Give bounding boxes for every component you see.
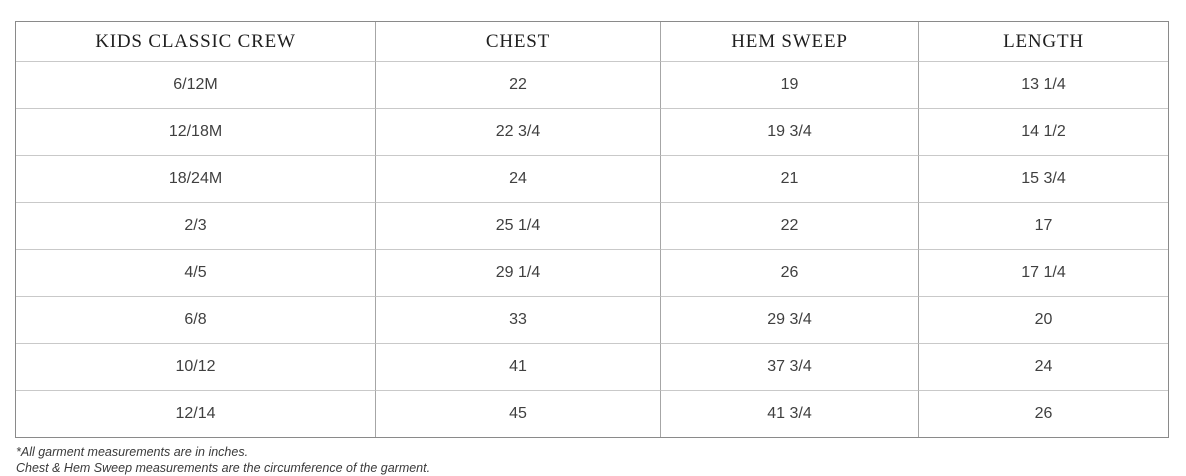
footnotes: *All garment measurements are in inches.… — [15, 445, 1167, 476]
chest-cell: 41 — [376, 344, 661, 391]
chest-cell: 25 1/4 — [376, 203, 661, 250]
table-row: 6/8 33 29 3/4 20 — [16, 297, 1168, 344]
chest-cell: 29 1/4 — [376, 250, 661, 297]
hem-sweep-cell: 37 3/4 — [661, 344, 919, 391]
hem-sweep-cell: 26 — [661, 250, 919, 297]
length-cell: 20 — [919, 297, 1168, 344]
table-row: 12/14 45 41 3/4 26 — [16, 391, 1168, 437]
chest-cell: 45 — [376, 391, 661, 437]
hem-sweep-cell: 41 3/4 — [661, 391, 919, 437]
size-cell: 6/12M — [16, 62, 376, 109]
size-cell: 12/18M — [16, 109, 376, 156]
table-row: 12/18M 22 3/4 19 3/4 14 1/2 — [16, 109, 1168, 156]
size-cell: 6/8 — [16, 297, 376, 344]
size-cell: 12/14 — [16, 391, 376, 437]
length-cell: 17 — [919, 203, 1168, 250]
length-cell: 13 1/4 — [919, 62, 1168, 109]
header-row: KIDS CLASSIC CREW CHEST HEM SWEEP LENGTH — [16, 22, 1168, 62]
length-cell: 15 3/4 — [919, 156, 1168, 203]
size-chart-table: KIDS CLASSIC CREW CHEST HEM SWEEP LENGTH… — [15, 21, 1169, 438]
table-row: 10/12 41 37 3/4 24 — [16, 344, 1168, 391]
length-cell: 24 — [919, 344, 1168, 391]
length-cell: 17 1/4 — [919, 250, 1168, 297]
size-cell: 10/12 — [16, 344, 376, 391]
chest-cell: 22 3/4 — [376, 109, 661, 156]
column-header-length: LENGTH — [919, 22, 1168, 62]
column-header-product: KIDS CLASSIC CREW — [16, 22, 376, 62]
chest-cell: 22 — [376, 62, 661, 109]
table-row: 2/3 25 1/4 22 17 — [16, 203, 1168, 250]
hem-sweep-cell: 19 — [661, 62, 919, 109]
size-cell: 2/3 — [16, 203, 376, 250]
footnote-circumference: Chest & Hem Sweep measurements are the c… — [16, 460, 431, 475]
hem-sweep-cell: 22 — [661, 203, 919, 250]
table-row: 4/5 29 1/4 26 17 1/4 — [16, 250, 1168, 297]
chest-cell: 33 — [376, 297, 661, 344]
table-row: 6/12M 22 19 13 1/4 — [16, 62, 1168, 109]
column-header-chest: CHEST — [376, 22, 661, 62]
hem-sweep-cell: 19 3/4 — [661, 109, 919, 156]
size-cell: 4/5 — [16, 250, 376, 297]
chest-cell: 24 — [376, 156, 661, 203]
footnote-units: *All garment measurements are in inches. — [16, 445, 249, 459]
column-header-hem-sweep: HEM SWEEP — [661, 22, 919, 62]
length-cell: 26 — [1034, 405, 1053, 422]
size-cell: 18/24M — [16, 156, 376, 203]
hem-sweep-cell: 21 — [661, 156, 919, 203]
hem-sweep-cell: 29 3/4 — [661, 297, 919, 344]
table-row: 18/24M 24 21 15 3/4 — [16, 156, 1168, 203]
length-cell: 14 1/2 — [919, 109, 1168, 156]
